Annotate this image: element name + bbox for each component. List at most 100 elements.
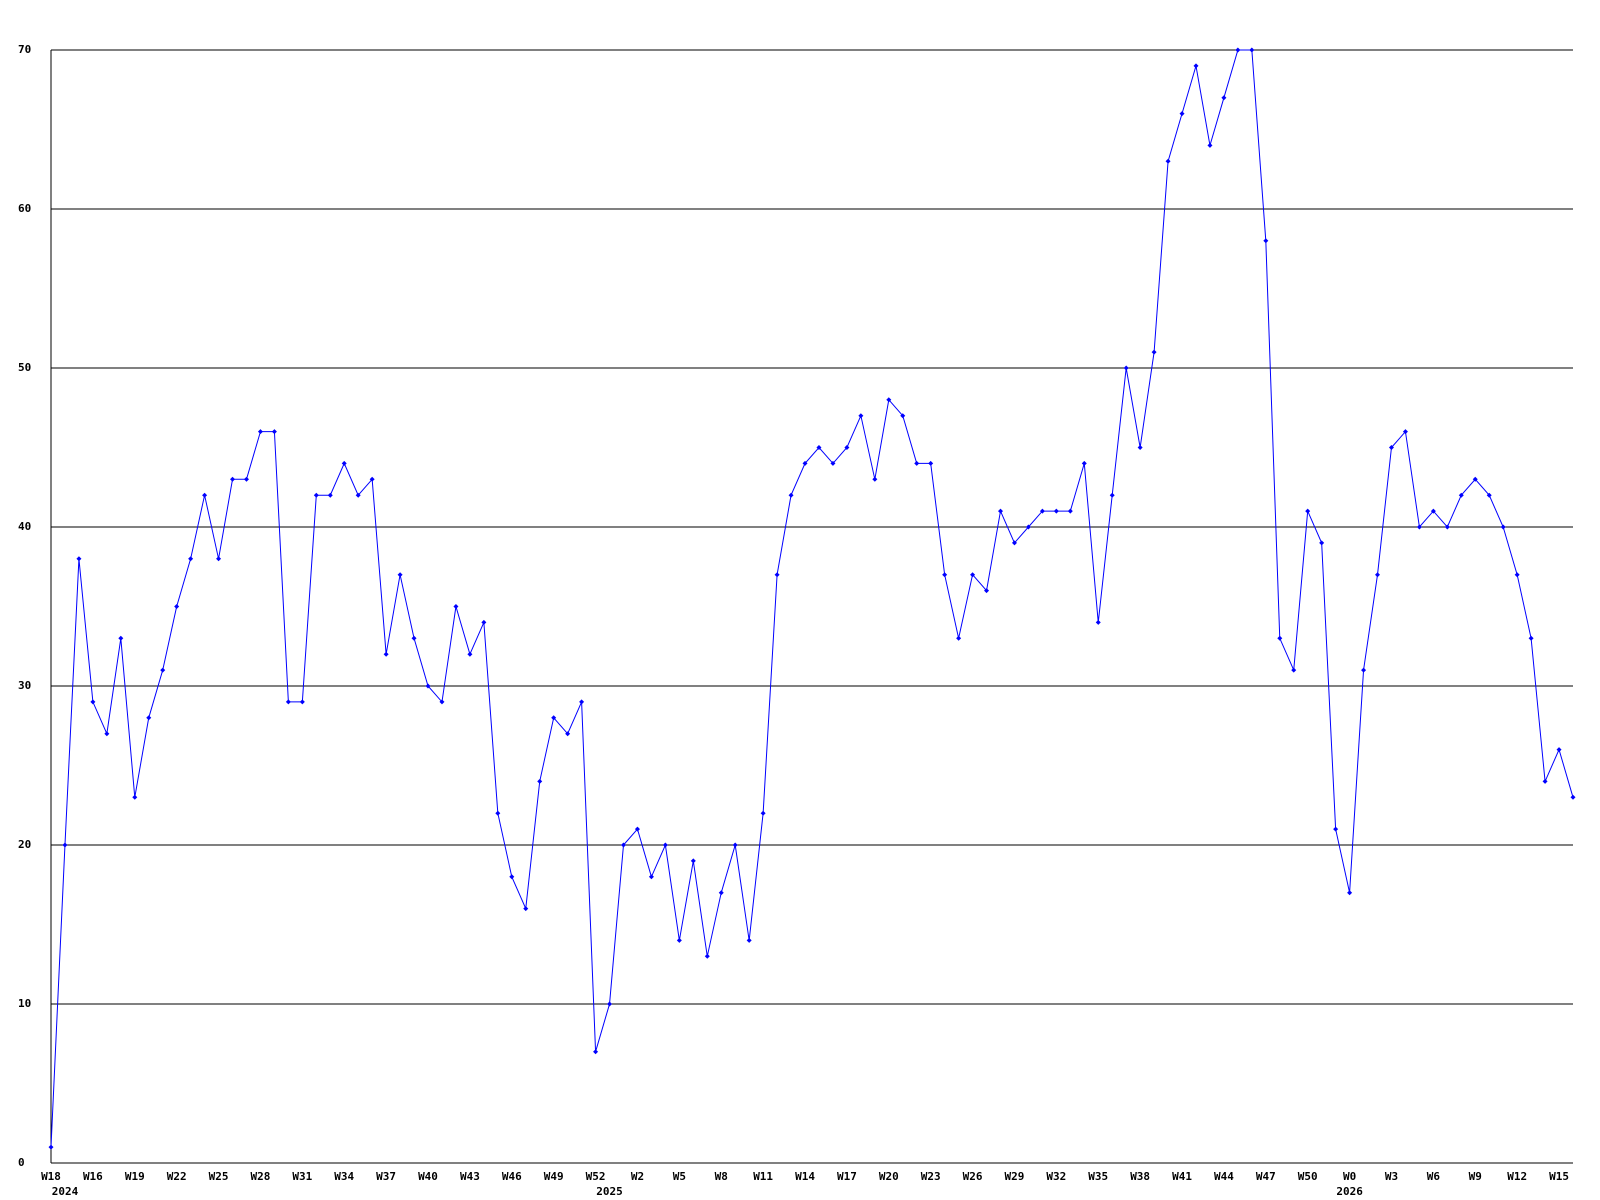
x-tick-label: W15: [1549, 1170, 1569, 1183]
marker: [1235, 47, 1241, 53]
marker: [1570, 794, 1576, 800]
y-tick-label: 30: [18, 679, 31, 692]
x-tick-label: W12: [1507, 1170, 1527, 1183]
marker: [537, 778, 543, 784]
x-tick-label: W34: [334, 1170, 354, 1183]
marker: [257, 429, 263, 435]
marker: [1263, 238, 1269, 244]
marker: [1249, 47, 1255, 53]
marker: [1486, 492, 1492, 498]
marker: [956, 635, 962, 641]
marker: [662, 842, 668, 848]
marker: [872, 476, 878, 482]
marker: [1095, 619, 1101, 625]
marker: [1444, 524, 1450, 530]
marker: [1458, 492, 1464, 498]
marker: [174, 604, 180, 609]
marker: [900, 413, 906, 419]
marker: [355, 492, 361, 498]
x-tick-label: W31: [292, 1170, 312, 1183]
y-tick-label: 60: [18, 202, 31, 215]
x-tick-label: W11: [753, 1170, 773, 1183]
marker: [760, 810, 766, 816]
marker: [1361, 667, 1367, 673]
marker: [230, 476, 236, 482]
y-tick-label: 20: [18, 838, 31, 851]
marker: [984, 588, 990, 594]
x-tick-label: W43: [460, 1170, 480, 1183]
marker: [327, 492, 333, 498]
marker: [1319, 540, 1325, 546]
marker: [76, 556, 82, 562]
marker: [1123, 365, 1129, 371]
x-tick-label: W19: [125, 1170, 145, 1183]
marker: [970, 572, 976, 578]
marker: [1333, 826, 1339, 832]
x-tick-label: W41: [1172, 1170, 1192, 1183]
year-label: 2024: [52, 1185, 79, 1198]
marker: [243, 476, 249, 482]
marker: [788, 492, 794, 498]
marker: [1528, 635, 1534, 641]
x-tick-label: W40: [418, 1170, 438, 1183]
x-tick-label: W28: [251, 1170, 271, 1183]
x-tick-label: W17: [837, 1170, 857, 1183]
marker: [816, 445, 822, 450]
y-tick-label: 70: [18, 43, 31, 56]
y-tick-label: 50: [18, 361, 31, 374]
x-tick-label: W26: [963, 1170, 983, 1183]
marker: [1305, 508, 1311, 514]
marker: [718, 890, 724, 896]
x-tick-label: W8: [715, 1170, 728, 1183]
x-tick-label: W23: [921, 1170, 941, 1183]
marker: [1025, 524, 1031, 530]
year-label: 2025: [596, 1185, 623, 1198]
marker: [509, 874, 515, 880]
y-tick-label: 10: [18, 997, 31, 1010]
x-tick-label: W18: [41, 1170, 61, 1183]
marker: [746, 937, 752, 943]
marker: [1039, 508, 1045, 514]
x-tick-label: W16: [83, 1170, 103, 1183]
marker: [928, 460, 934, 466]
marker: [1277, 635, 1283, 641]
marker: [313, 492, 319, 498]
marker: [188, 556, 194, 562]
marker: [439, 699, 445, 705]
marker: [341, 460, 347, 466]
marker: [914, 460, 920, 466]
marker: [1011, 540, 1017, 546]
x-tick-label: W47: [1256, 1170, 1276, 1183]
marker: [369, 476, 375, 482]
marker: [607, 1001, 613, 1007]
marker: [802, 460, 808, 466]
marker: [593, 1049, 599, 1055]
x-tick-label: W9: [1469, 1170, 1482, 1183]
marker: [551, 715, 557, 721]
marker: [481, 619, 487, 625]
marker: [565, 731, 571, 737]
marker: [90, 699, 96, 705]
marker: [425, 683, 431, 689]
marker: [830, 460, 836, 466]
marker: [620, 842, 626, 848]
marker: [1081, 460, 1087, 466]
x-tick-label: W5: [673, 1170, 686, 1183]
marker: [523, 906, 529, 912]
marker: [1500, 524, 1506, 530]
marker: [1375, 572, 1381, 578]
x-tick-label: W29: [1005, 1170, 1025, 1183]
marker: [299, 699, 305, 705]
x-tick-label: W25: [209, 1170, 229, 1183]
marker: [62, 842, 68, 848]
x-tick-label: W52: [586, 1170, 606, 1183]
marker: [634, 826, 640, 832]
marker: [1291, 667, 1297, 673]
marker: [1430, 508, 1436, 514]
x-tick-label: W49: [544, 1170, 564, 1183]
marker: [383, 651, 389, 657]
marker: [271, 429, 277, 435]
marker: [704, 953, 710, 959]
x-tick-label: W46: [502, 1170, 522, 1183]
x-tick-label: W38: [1130, 1170, 1150, 1183]
